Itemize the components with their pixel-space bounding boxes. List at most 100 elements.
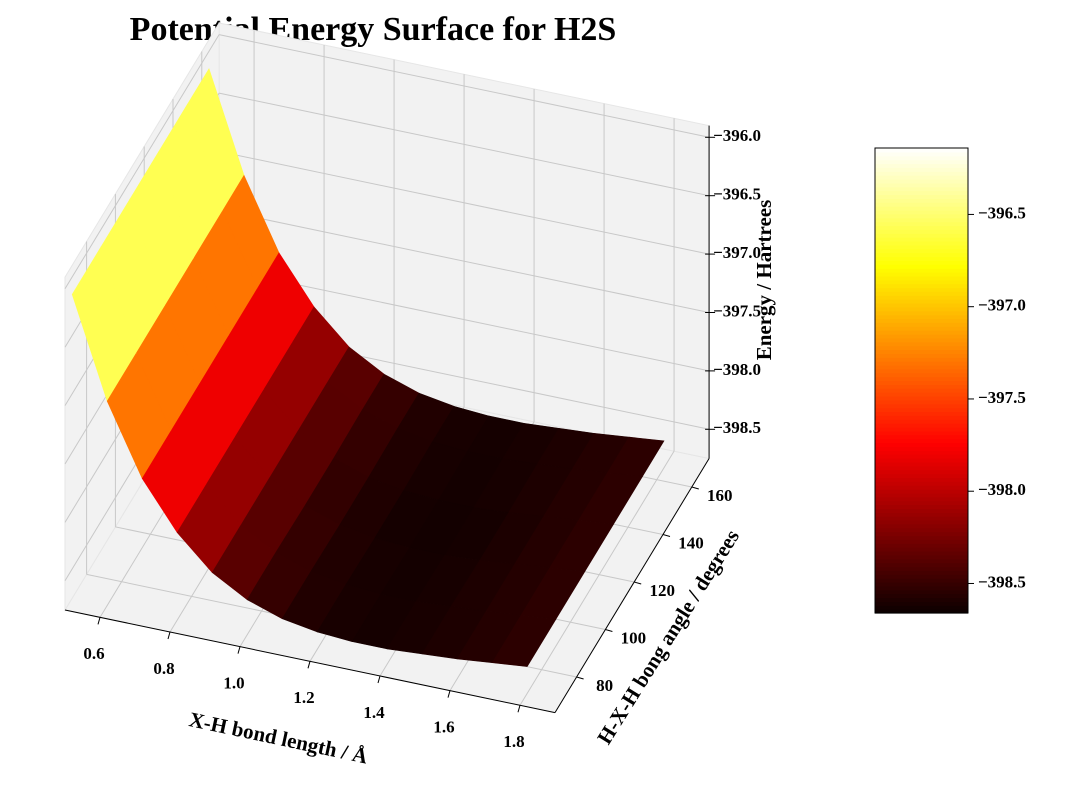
colorbar-swatch — [875, 365, 968, 370]
colorbar-swatch — [875, 163, 968, 168]
grid-line — [519, 450, 675, 706]
colorbar-swatch — [875, 427, 968, 432]
x-tick — [167, 631, 171, 640]
colorbar-swatch — [875, 601, 968, 606]
colorbar-swatch — [875, 392, 968, 397]
colorbar-swatch — [875, 438, 968, 444]
x-tick-label: 0.8 — [153, 659, 174, 678]
colorbar-swatch — [875, 268, 968, 273]
colorbar-swatch — [875, 489, 968, 494]
colorbar-swatch — [875, 182, 968, 188]
z-tick-label: −398.0 — [713, 360, 761, 379]
y-tick — [576, 676, 584, 680]
colorbar-swatch — [875, 562, 968, 568]
colorbar-swatch — [875, 217, 968, 223]
colorbar-swatch — [875, 353, 968, 358]
colorbar-swatch — [875, 597, 968, 602]
colorbar-swatch — [875, 558, 968, 564]
x-tick-label: 0.6 — [83, 644, 104, 663]
colorbar-tick-label: −396.5 — [978, 203, 1026, 222]
colorbar-swatch — [875, 159, 968, 165]
colorbar-swatch — [875, 264, 968, 269]
z-tick-label: −397.0 — [713, 243, 761, 262]
colorbar-swatch — [875, 473, 968, 478]
colorbar: −398.5 −398.0 −397.5 −397.0 −396.5 — [874, 147, 1026, 614]
y-tick-label: 140 — [678, 533, 704, 552]
colorbar-swatch — [875, 229, 968, 234]
colorbar-tick-label: −397.5 — [978, 388, 1026, 407]
colorbar-swatch — [875, 446, 968, 451]
x-tick — [447, 690, 451, 698]
x-tick-label: 1.6 — [433, 718, 454, 737]
colorbar-swatch — [875, 485, 968, 490]
colorbar-swatch — [875, 578, 968, 583]
colorbar-swatch — [875, 341, 968, 347]
colorbar-swatch — [875, 279, 968, 285]
colorbar-swatch — [875, 233, 968, 238]
colorbar-swatch — [875, 244, 968, 250]
colorbar-swatch — [875, 202, 968, 207]
colorbar-swatch — [875, 306, 968, 312]
colorbar-swatch — [875, 520, 968, 525]
colorbar-swatch — [875, 334, 968, 339]
x-tick — [97, 617, 101, 625]
colorbar-swatch — [875, 260, 968, 265]
plot-3d: 0.6 0.8 1.0 1.2 1.4 1.6 1.8 80 100 120 140 160 −398.… — [64, 21, 761, 751]
grid-line — [218, 92, 710, 197]
colorbar-swatch — [875, 547, 968, 552]
colorbar-swatch — [875, 287, 968, 292]
x-tick — [307, 661, 311, 669]
chart-title: Potential Energy Surface for H2S — [130, 11, 617, 48]
colorbar-swatch — [875, 314, 968, 320]
colorbar-swatch — [875, 388, 968, 393]
colorbar-swatch — [875, 605, 968, 610]
y-tick — [691, 486, 699, 490]
colorbar-swatch — [875, 167, 968, 172]
colorbar-swatch — [875, 461, 968, 467]
colorbar-swatch — [875, 582, 968, 587]
colorbar-swatch — [875, 396, 968, 401]
colorbar-swatch — [875, 434, 968, 440]
colorbar-swatch — [875, 465, 968, 471]
colorbar-swatch — [875, 155, 968, 161]
y-tick — [605, 629, 613, 632]
colorbar-swatch — [875, 148, 968, 153]
x-axis-label: X-H bond length / Å — [187, 707, 371, 768]
y-tick — [662, 534, 671, 537]
colorbar-swatch — [875, 570, 968, 575]
colorbar-swatch — [875, 295, 968, 300]
colorbar-swatch — [875, 345, 968, 351]
colorbar-swatch — [875, 241, 968, 246]
colorbar-swatch — [875, 523, 968, 529]
z-axis-label: Energy / Hartrees — [752, 200, 776, 361]
grid-line — [64, 34, 220, 290]
colorbar-swatch — [875, 171, 968, 176]
colorbar-swatch — [875, 299, 968, 304]
colorbar-swatch — [875, 275, 968, 281]
surface-patch — [491, 614, 557, 667]
colorbar-swatch — [875, 221, 968, 227]
colorbar-swatch — [875, 492, 968, 498]
colorbar-swatch — [875, 469, 968, 475]
grid-line — [218, 267, 710, 372]
colorbar-swatch — [875, 516, 968, 521]
colorbar-swatch — [875, 527, 968, 533]
colorbar-swatch — [875, 213, 968, 219]
colorbar-swatch — [875, 477, 968, 482]
grid-line — [218, 150, 710, 255]
colorbar-tick-label: −398.0 — [978, 480, 1026, 499]
colorbar-swatch — [875, 376, 968, 382]
colorbar-swatch — [875, 535, 968, 540]
colorbar-swatch — [875, 458, 968, 463]
x-tick-label: 1.2 — [293, 688, 314, 707]
z-tick-label: −396.5 — [713, 185, 761, 204]
colorbar-swatch — [875, 326, 968, 331]
colorbar-swatch — [875, 361, 968, 366]
x-tick — [377, 675, 381, 684]
colorbar-swatch — [875, 206, 968, 211]
colorbar-swatch — [875, 210, 968, 215]
colorbar-swatch — [875, 237, 968, 242]
z-tick-label: −396.0 — [713, 126, 761, 145]
colorbar-swatch — [875, 248, 968, 254]
grid-line — [218, 34, 710, 138]
